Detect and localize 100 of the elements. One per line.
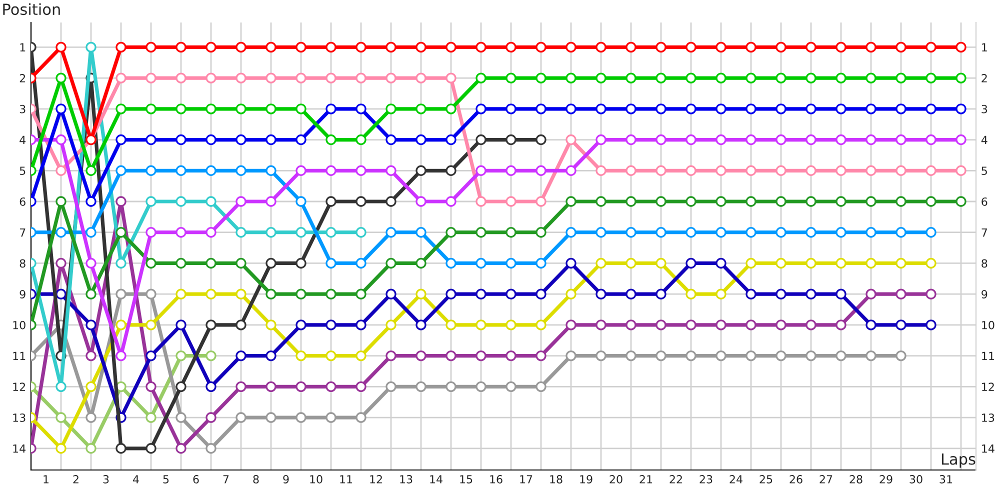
y2-tick-label: 12 (982, 382, 994, 391)
point (116, 288, 126, 300)
point (746, 165, 756, 176)
point (116, 196, 126, 207)
point (686, 72, 696, 84)
point (476, 320, 486, 330)
point (536, 42, 546, 53)
point (476, 258, 486, 269)
point (476, 227, 486, 238)
point (56, 134, 66, 146)
point (926, 72, 936, 84)
point (776, 134, 786, 146)
point (356, 72, 366, 84)
point (206, 320, 216, 330)
point (776, 104, 786, 114)
point (116, 258, 126, 269)
point (446, 227, 456, 238)
point (896, 134, 906, 146)
point (236, 42, 246, 53)
point (686, 196, 696, 207)
point (176, 320, 186, 330)
point (536, 165, 546, 176)
point (386, 258, 396, 269)
x-tick-label: 28 (850, 475, 862, 484)
point (506, 196, 516, 207)
point (206, 288, 216, 300)
point (416, 165, 426, 176)
point (446, 350, 456, 362)
point (326, 350, 336, 362)
point (476, 104, 486, 114)
point (356, 196, 366, 207)
point (656, 42, 666, 53)
y-tick-label: 11 (13, 352, 26, 360)
point (296, 412, 306, 423)
x-tick-label: 8 (253, 475, 259, 484)
point (86, 412, 96, 423)
point (746, 350, 756, 362)
point (416, 227, 426, 238)
point (56, 104, 66, 114)
point (746, 288, 756, 300)
point (296, 165, 306, 176)
point (356, 258, 366, 269)
point (206, 227, 216, 238)
point (776, 196, 786, 207)
point (56, 258, 66, 269)
y-tick-label: 5 (20, 166, 26, 176)
point (476, 350, 486, 362)
point (266, 134, 276, 146)
point (146, 288, 156, 300)
point (686, 134, 696, 146)
point (506, 227, 516, 238)
point (266, 288, 276, 300)
y2-tick-label: 11 (982, 352, 994, 360)
point (716, 196, 726, 207)
point (836, 196, 846, 207)
point (86, 443, 96, 454)
point (506, 288, 516, 300)
point (296, 104, 306, 114)
y-tick-label: 1 (20, 43, 26, 52)
x-tick-label: 10 (310, 475, 322, 484)
x-axis-title: Laps (942, 453, 976, 468)
point (416, 196, 426, 207)
point (176, 196, 186, 207)
point (146, 104, 156, 114)
point (266, 165, 276, 176)
point (206, 165, 216, 176)
point (416, 134, 426, 146)
point (776, 42, 786, 53)
point (386, 320, 396, 330)
x-tick-label: 7 (223, 475, 229, 484)
point (716, 72, 726, 84)
point (86, 320, 96, 330)
x-tick-label: 13 (400, 475, 412, 484)
point (776, 72, 786, 84)
point (416, 350, 426, 362)
point (476, 165, 486, 176)
point (806, 227, 816, 238)
point (266, 196, 276, 207)
y2-tick-label: 5 (982, 166, 987, 176)
x-tick-label: 18 (550, 475, 562, 484)
point (866, 288, 876, 300)
point (476, 134, 486, 146)
point (836, 258, 846, 269)
point (506, 134, 516, 146)
point (626, 72, 636, 84)
point (836, 165, 846, 176)
point (356, 42, 366, 53)
x-tick-label: 21 (640, 475, 652, 484)
point (536, 72, 546, 84)
point (626, 165, 636, 176)
point (836, 350, 846, 362)
point (716, 350, 726, 362)
point (116, 443, 126, 454)
point (536, 350, 546, 362)
point (236, 134, 246, 146)
point (326, 165, 336, 176)
point (206, 134, 216, 146)
point (806, 258, 816, 269)
point (566, 134, 576, 146)
point (896, 165, 906, 176)
